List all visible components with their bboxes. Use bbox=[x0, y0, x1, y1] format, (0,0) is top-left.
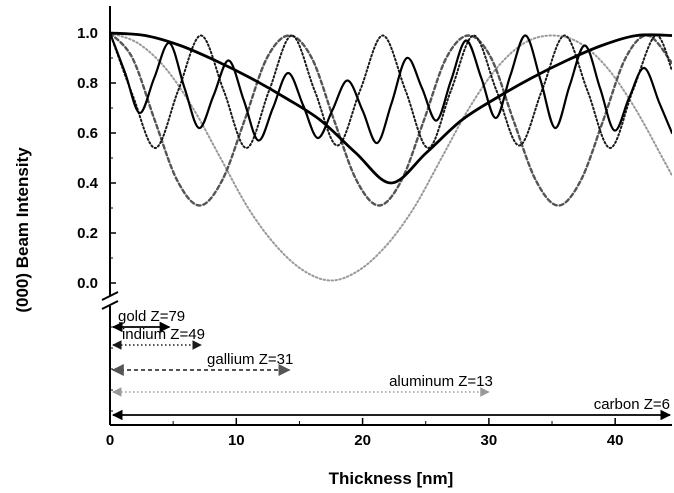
y-axis-title: (000) Beam Intensity bbox=[13, 147, 32, 313]
series-line-carbon bbox=[110, 31, 672, 185]
y-axis-break-mark-1 bbox=[101, 291, 119, 301]
annotation-label-indium: indium Z=49 bbox=[122, 326, 205, 343]
series-line-gallium bbox=[110, 31, 672, 207]
plot-frame bbox=[101, 6, 672, 426]
y-tick-label: 0.6 bbox=[77, 125, 98, 142]
y-tick-label: 0.4 bbox=[77, 175, 99, 192]
axis-layer: 0.0 0.2 0.4 0.6 0.8 1.0 0 10 20 30 40 bbox=[77, 25, 623, 449]
y-tick-label: 0.8 bbox=[77, 75, 98, 92]
y-tick-label: 1.0 bbox=[77, 25, 98, 42]
annotation-label-carbon: carbon Z=6 bbox=[594, 396, 670, 413]
series-line-indium bbox=[110, 32, 672, 150]
annotation-label-gold: gold Z=79 bbox=[118, 308, 185, 325]
series-line-aluminum bbox=[110, 32, 672, 282]
annotation-label-aluminum: aluminum Z=13 bbox=[389, 373, 493, 390]
y-axis-break-mark-2 bbox=[101, 300, 119, 310]
x-tick-label: 10 bbox=[228, 432, 245, 449]
x-axis-title: Thickness [nm] bbox=[329, 469, 454, 488]
x-tick-label: 20 bbox=[354, 432, 371, 449]
series-layer bbox=[110, 31, 672, 282]
x-tick-label: 40 bbox=[607, 432, 624, 449]
y-tick-label: 0.0 bbox=[77, 275, 98, 292]
x-tick-label: 30 bbox=[481, 432, 498, 449]
y-tick-label: 0.2 bbox=[77, 225, 98, 242]
x-tick-label: 0 bbox=[106, 432, 114, 449]
series-line-gold bbox=[110, 31, 672, 145]
annotation-label-gallium: gallium Z=31 bbox=[207, 351, 293, 368]
